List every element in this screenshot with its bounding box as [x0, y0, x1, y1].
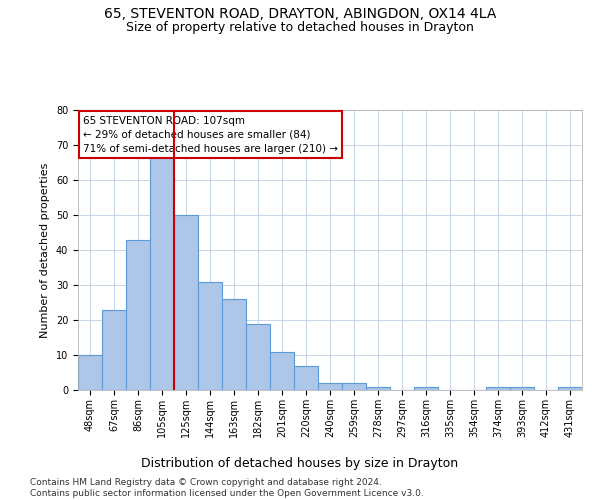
Text: Contains HM Land Registry data © Crown copyright and database right 2024.
Contai: Contains HM Land Registry data © Crown c… — [30, 478, 424, 498]
Text: 65 STEVENTON ROAD: 107sqm
← 29% of detached houses are smaller (84)
71% of semi-: 65 STEVENTON ROAD: 107sqm ← 29% of detac… — [83, 116, 338, 154]
Bar — [558, 386, 582, 390]
Text: Size of property relative to detached houses in Drayton: Size of property relative to detached ho… — [126, 21, 474, 34]
Bar — [174, 215, 198, 390]
Bar — [198, 282, 222, 390]
Bar — [270, 352, 294, 390]
Bar — [318, 383, 342, 390]
Bar — [414, 386, 438, 390]
Bar — [126, 240, 150, 390]
Bar — [486, 386, 510, 390]
Text: Distribution of detached houses by size in Drayton: Distribution of detached houses by size … — [142, 458, 458, 470]
Bar — [78, 355, 102, 390]
Y-axis label: Number of detached properties: Number of detached properties — [40, 162, 50, 338]
Bar — [102, 310, 126, 390]
Text: 65, STEVENTON ROAD, DRAYTON, ABINGDON, OX14 4LA: 65, STEVENTON ROAD, DRAYTON, ABINGDON, O… — [104, 8, 496, 22]
Bar — [150, 156, 174, 390]
Bar — [222, 299, 246, 390]
Bar — [246, 324, 270, 390]
Bar — [366, 386, 390, 390]
Bar — [294, 366, 318, 390]
Bar — [510, 386, 534, 390]
Bar — [342, 383, 366, 390]
